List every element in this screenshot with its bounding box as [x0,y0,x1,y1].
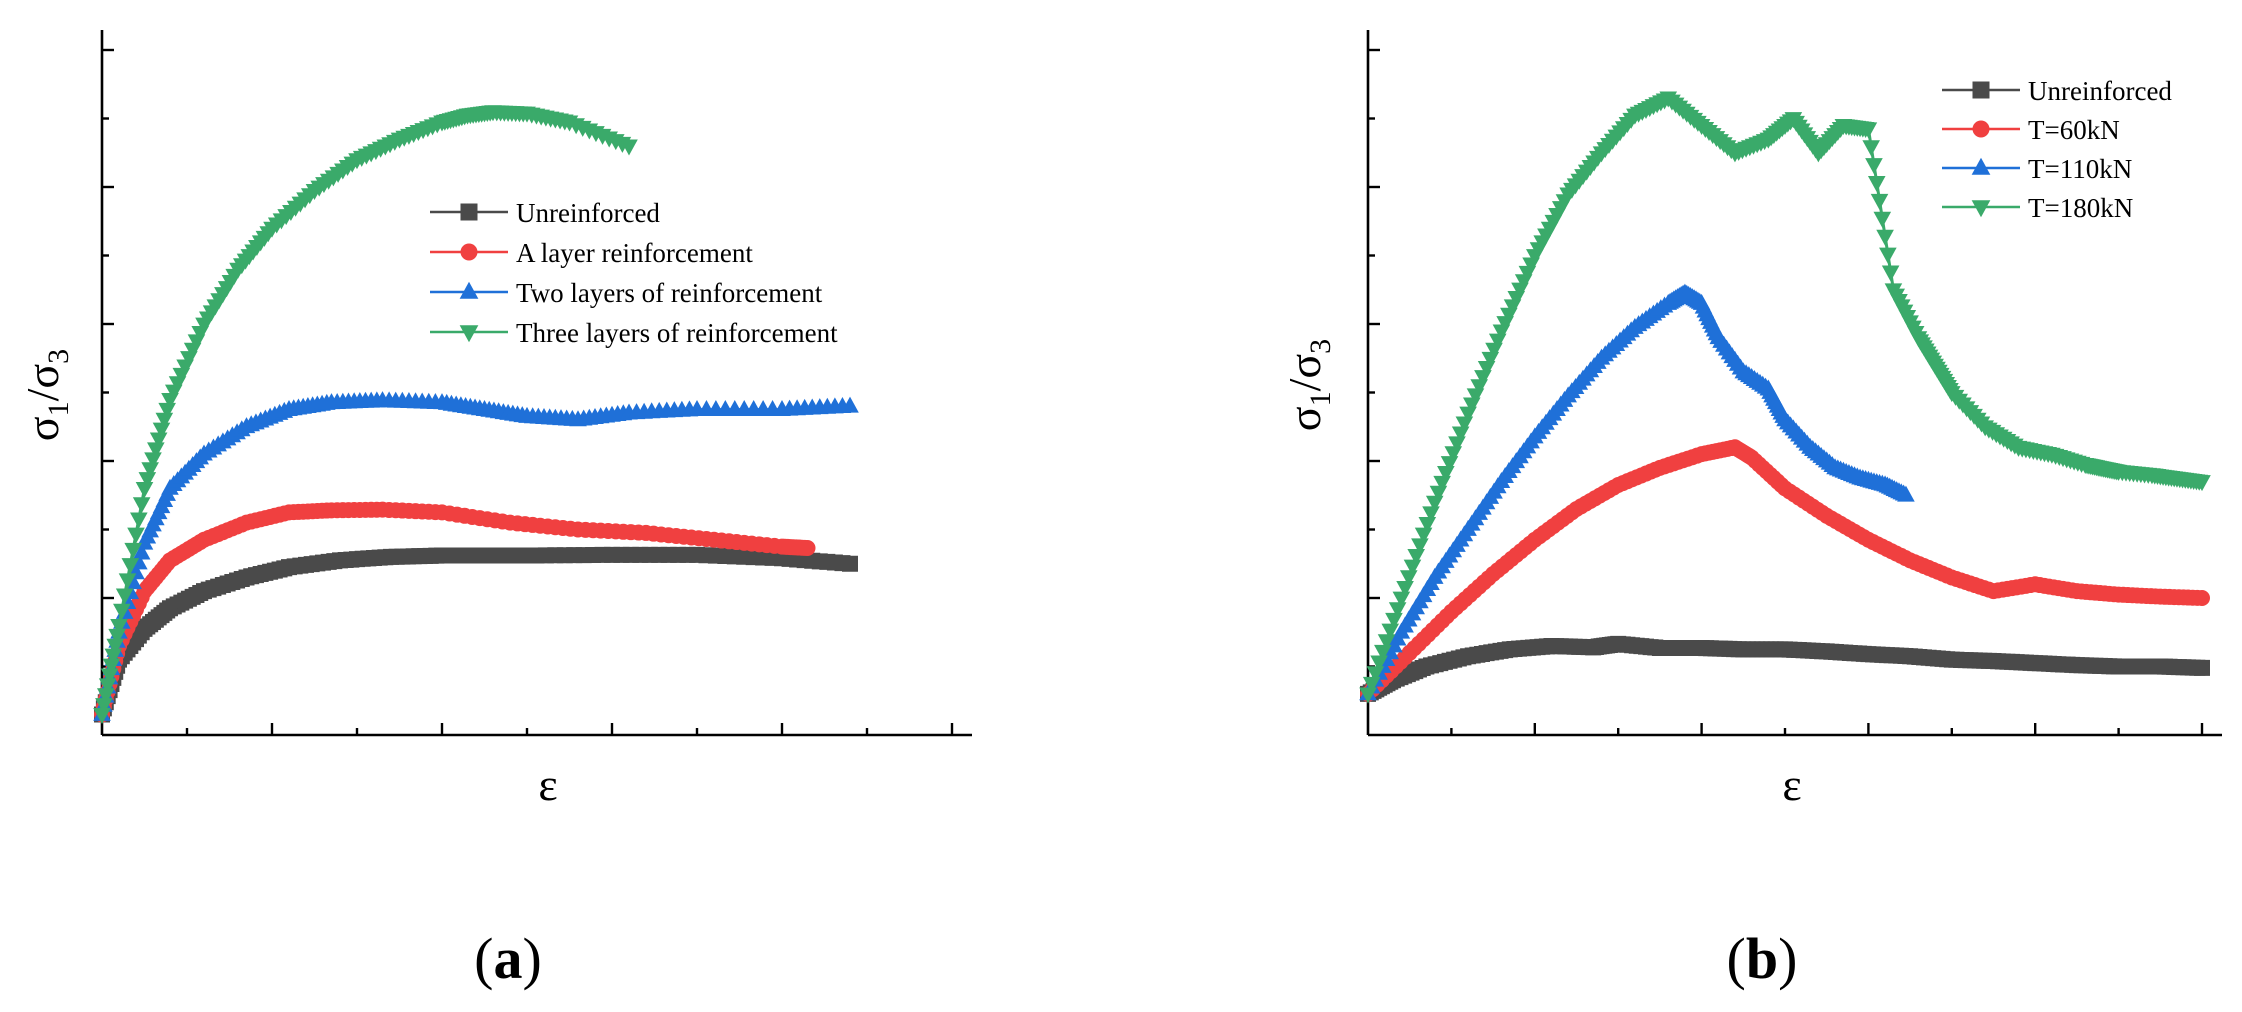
data-point [1867,176,1886,193]
data-point [93,708,111,725]
data-point [1870,193,1889,210]
data-point [96,688,115,705]
data-point [127,527,145,544]
data-point [1881,265,1900,282]
panel-b: Unreinforced T=60kN T=110kN T=180kN ε σ1/σ3… [1279,30,2222,991]
data-point [104,648,123,665]
legend-label: Three layers of reinforcement [516,318,838,348]
data-point [842,555,858,572]
legend-label: A layer reinforcement [516,238,753,268]
series-t-110kn [1359,283,1915,701]
data-point [108,628,126,645]
legend-item: T=110kN [1942,154,2132,184]
data-point [121,558,140,575]
panel-label-b: (b) [1727,926,1798,991]
x-axis-label-a: ε [538,759,557,810]
data-point [110,619,128,635]
series-line [1366,96,2203,695]
data-point [1862,140,1880,157]
data-point [1876,229,1894,246]
data-point [100,668,119,685]
data-point [102,658,121,675]
legend-b: Unreinforced T=60kN T=110kN T=180kN [1942,76,2172,223]
data-point [144,452,162,469]
data-point [95,698,113,715]
panel-a: Unreinforced A layer reinforcement Two lay… [17,30,972,991]
data-point [132,497,151,514]
series-group-a [93,105,859,725]
x-axis-label-b: ε [1782,759,1801,810]
data-point [1865,158,1883,175]
ticks-a [102,48,954,735]
data-point [115,588,134,605]
legend-item: T=60kN [1942,115,2120,145]
data-point [152,422,171,439]
data-point [135,482,154,498]
series-unreinforced [1360,635,2210,702]
data-point [124,542,142,559]
legend-marker [459,281,479,299]
data-point [1897,485,1915,502]
legend-marker [459,325,479,343]
series-a-layer-reinforcement [94,501,816,723]
data-point [98,678,117,695]
data-point [149,432,168,449]
data-point [2193,475,2211,492]
panel-label-a: (a) [474,926,542,991]
series-unreinforced [94,546,858,723]
legend-label: Unreinforced [2028,76,2172,106]
data-point [158,402,176,419]
y-axis-label-b: σ1/σ3 [1279,339,1337,431]
legend-a: Unreinforced A layer reinforcement Two lay… [430,198,838,348]
legend-item: Two layers of reinforcement [430,278,823,308]
series-line [1366,291,1907,695]
legend-label: T=60kN [2028,115,2120,145]
data-point [2194,590,2210,606]
legend-item: Unreinforced [430,198,660,228]
legend-marker [460,243,478,261]
legend-label: Two layers of reinforcement [516,278,823,308]
ticks-b [1368,48,2204,735]
data-point [113,603,131,620]
data-point [620,139,638,156]
data-point [155,412,174,429]
data-point [138,472,157,489]
series-three-layers-of-reinforcement [93,105,638,725]
legend-item: Three layers of reinforcement [430,318,838,348]
legend-item: T=180kN [1942,193,2133,223]
data-point [106,638,125,655]
data-point [799,539,816,556]
data-point [118,573,137,590]
y-axis-label-a: σ1/σ3 [17,349,75,441]
data-point [147,442,165,459]
data-point [130,512,148,529]
series-t-60kn [1360,439,2210,702]
series-group-b [1359,91,2211,704]
legend-label: Unreinforced [516,198,660,228]
data-point [2194,659,2210,676]
legend-marker [460,203,478,221]
legend-marker [1972,120,1990,138]
legend-marker [1971,200,1991,218]
data-point [841,396,859,413]
series-two-layers-of-reinforcement [93,391,859,721]
data-point [1873,211,1892,228]
legend-marker [1972,81,1990,99]
legend-marker [1971,157,1991,175]
legend-label: T=180kN [2028,193,2133,223]
legend-label: T=110kN [2028,154,2132,184]
legend-item: Unreinforced [1942,76,2172,106]
data-point [141,462,159,479]
series-t-180kn [1359,91,2211,704]
data-point [1859,122,1878,139]
data-point [132,543,151,560]
legend-item: A layer reinforcement [430,238,753,268]
data-point [1879,247,1897,264]
